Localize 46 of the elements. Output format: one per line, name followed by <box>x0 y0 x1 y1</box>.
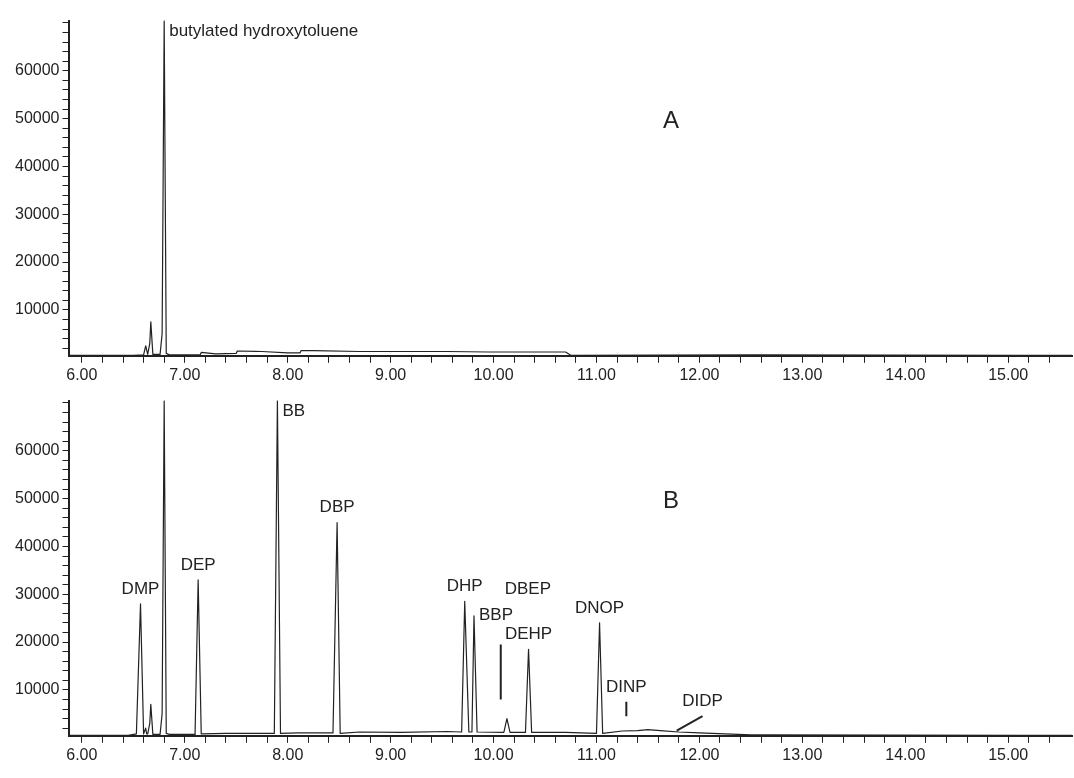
y-tick-label: 40000 <box>14 536 60 554</box>
annotation: DMP <box>121 578 160 598</box>
annotation: DNOP <box>575 597 625 617</box>
annotation: DBEP <box>504 579 552 599</box>
x-tick-label: 6.00 <box>66 745 98 763</box>
annotation: A <box>662 105 679 133</box>
annotation: DEHP <box>504 623 553 643</box>
x-tick-label: 7.00 <box>169 365 201 383</box>
y-tick-label: 30000 <box>14 584 60 602</box>
y-tick-label: 60000 <box>14 61 60 79</box>
x-tick-label: 10.00 <box>473 365 514 383</box>
x-tick-label: 15.00 <box>988 365 1029 383</box>
x-tick-label: 11.00 <box>577 365 616 383</box>
annotation: DINP <box>606 676 647 696</box>
x-tick-label: 12.00 <box>679 365 720 383</box>
x-tick-label: 11.00 <box>577 745 616 763</box>
y-tick-label: 40000 <box>14 156 60 174</box>
y-tick-label: 60000 <box>14 441 60 459</box>
annotation: butylated hydroxytoluene <box>169 21 359 41</box>
annotation: BBP <box>478 605 514 625</box>
x-tick-label: 6.00 <box>66 365 98 383</box>
x-tick-label: 13.00 <box>782 745 823 763</box>
annotation: DBP <box>319 497 355 517</box>
x-tick-label: 8.00 <box>272 745 304 763</box>
y-tick-label: 30000 <box>14 204 60 222</box>
x-tick-label: 7.00 <box>169 745 201 763</box>
x-tick-label: 15.00 <box>988 745 1029 763</box>
annotation: B <box>662 485 679 513</box>
x-tick-label: 9.00 <box>375 365 407 383</box>
x-tick-label: 12.00 <box>679 745 720 763</box>
y-tick-label: 20000 <box>14 252 60 270</box>
x-tick-label: 8.00 <box>272 365 304 383</box>
x-tick-label: 14.00 <box>885 365 926 383</box>
y-tick-label: 10000 <box>14 300 60 318</box>
annotation: DIDP <box>682 690 723 710</box>
x-tick-label: 9.00 <box>375 745 407 763</box>
y-tick-label: 50000 <box>14 489 60 507</box>
annotation: DHP <box>446 576 483 596</box>
annotation: DEP <box>180 554 216 574</box>
annotation: BB <box>282 401 306 421</box>
x-tick-label: 10.00 <box>473 745 514 763</box>
x-tick-label: 14.00 <box>885 745 926 763</box>
y-tick-label: 20000 <box>14 632 60 650</box>
x-tick-label: 13.00 <box>782 365 823 383</box>
y-tick-label: 10000 <box>14 680 60 698</box>
y-tick-label: 50000 <box>14 109 60 127</box>
